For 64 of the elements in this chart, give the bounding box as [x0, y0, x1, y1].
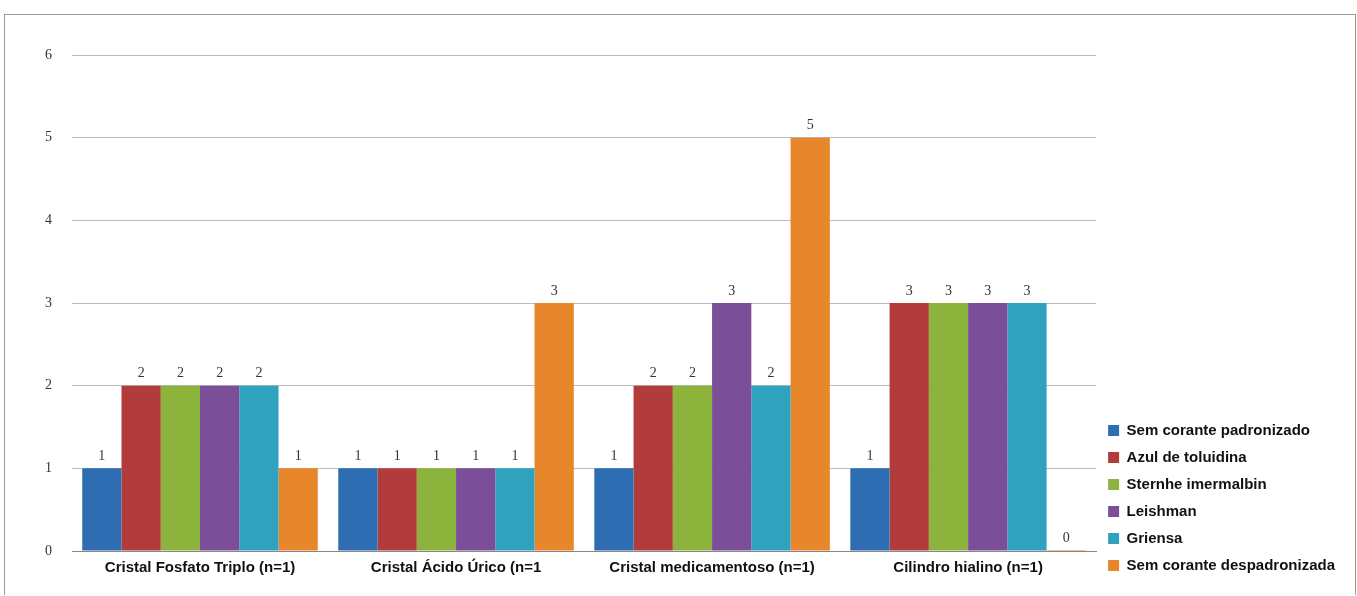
data-label: 2 [767, 365, 775, 381]
bar [534, 303, 574, 551]
bar [1007, 303, 1047, 551]
bar [712, 303, 752, 551]
legend-label: Sem corante padronizado [1126, 420, 1310, 438]
data-label: 2 [688, 365, 696, 381]
bar [790, 137, 830, 551]
bar [338, 468, 378, 551]
x-tick-label: Cilindro hialino (n=1) [893, 558, 1043, 576]
bar [633, 385, 673, 551]
data-label: 0 [1062, 529, 1070, 545]
y-tick-label: 0 [45, 542, 52, 558]
data-label: 3 [728, 282, 736, 298]
data-label: 5 [806, 117, 814, 133]
x-tick-label: Cristal Fosfato Triplo (n=1) [104, 558, 296, 576]
data-label: 1 [98, 448, 106, 464]
y-tick-label: 2 [45, 377, 52, 393]
bar [121, 385, 161, 551]
y-tick-label: 3 [45, 294, 52, 310]
data-label: 2 [649, 365, 657, 381]
data-label: 2 [137, 365, 145, 381]
bar [889, 303, 929, 551]
bar [751, 385, 791, 551]
data-label: 3 [1023, 282, 1031, 298]
bar [82, 468, 122, 551]
data-label: 1 [472, 448, 480, 464]
bar [672, 385, 713, 551]
y-tick-label: 4 [45, 212, 52, 228]
legend-label: Azul de toluidina [1126, 447, 1248, 465]
data-label: 2 [216, 365, 224, 381]
data-label: 1 [511, 448, 519, 464]
bar [495, 468, 535, 551]
y-tick-label: 6 [45, 46, 52, 62]
data-label: 3 [905, 282, 913, 298]
bar [200, 385, 240, 551]
data-label: 1 [610, 448, 618, 464]
data-label: 1 [393, 448, 401, 464]
bar [594, 468, 634, 551]
data-label: 1 [866, 448, 874, 464]
data-label: 2 [255, 365, 263, 381]
bar [416, 468, 457, 551]
legend-label: Sem corante despadronizada [1126, 555, 1336, 573]
legend-label: Griensa [1126, 528, 1184, 546]
bar [456, 468, 496, 551]
x-tick-label: Cristal Ácido Úrico (n=1 [370, 558, 542, 576]
legend-label: Sternhe imermalbin [1126, 474, 1267, 492]
bar [377, 468, 417, 551]
bar [239, 385, 279, 551]
bar [160, 385, 201, 551]
data-label: 3 [984, 282, 992, 298]
bar [968, 303, 1008, 551]
data-label: 3 [944, 282, 952, 298]
bar [278, 468, 318, 551]
y-tick-label: 1 [45, 460, 52, 476]
legend-label: Leishman [1126, 501, 1197, 519]
bar [850, 468, 890, 551]
data-label: 3 [550, 282, 558, 298]
data-label: 1 [432, 448, 440, 464]
data-label: 2 [176, 365, 184, 381]
y-tick-label: 5 [45, 129, 52, 145]
data-label: 1 [294, 448, 302, 464]
data-label: 1 [354, 448, 362, 464]
bar [928, 303, 969, 551]
x-tick-label: Cristal medicamentoso (n=1) [609, 558, 815, 576]
